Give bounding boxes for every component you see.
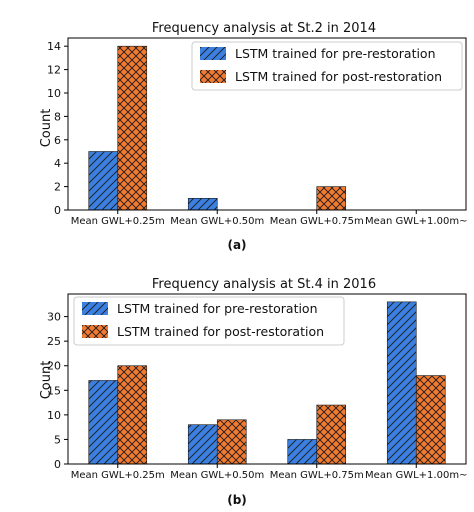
x-tick-label: Mean GWL+0.25m bbox=[71, 470, 165, 481]
legend-label-pre: LSTM trained for pre-restoration bbox=[117, 301, 318, 316]
plot-frame bbox=[67, 37, 467, 211]
bar-pre bbox=[88, 151, 119, 211]
x-tick-label: Mean GWL+1.00m~ bbox=[365, 470, 467, 481]
bar-post bbox=[316, 404, 347, 465]
chart-title: Frequency analysis at St.2 in 2014 bbox=[152, 21, 376, 36]
y-tick-label: 0 bbox=[54, 204, 61, 217]
y-tick-label: 2 bbox=[54, 181, 61, 194]
chart-st4-2016: Frequency analysis at St.4 in 2016 Count… bbox=[39, 277, 467, 481]
bar-group bbox=[88, 301, 446, 465]
y-ticks: 0 2 4 6 8 10 12 14 bbox=[47, 40, 68, 217]
x-tick-label: Mean GWL+0.25m bbox=[71, 216, 165, 227]
bar-post bbox=[415, 375, 446, 465]
bar-post bbox=[216, 419, 247, 465]
caption-b: (b) bbox=[227, 493, 247, 507]
x-tick-label: Mean GWL+0.75m bbox=[270, 216, 364, 227]
legend-swatch-pre bbox=[82, 302, 108, 315]
bar-pre bbox=[187, 424, 218, 465]
y-tick-label: 0 bbox=[54, 458, 61, 471]
bar-post bbox=[117, 45, 148, 211]
y-tick-label: 12 bbox=[47, 64, 61, 77]
y-tick-label: 14 bbox=[47, 40, 61, 53]
legend-swatch-pre bbox=[200, 47, 226, 60]
y-axis-label: Count bbox=[39, 361, 54, 400]
y-tick-label: 10 bbox=[47, 87, 61, 100]
y-tick-label: 6 bbox=[54, 134, 61, 147]
x-tick-label: Mean GWL+0.50m bbox=[170, 216, 264, 227]
y-ticks: 0 5 10 15 20 25 30 bbox=[47, 311, 68, 471]
legend-box bbox=[191, 41, 463, 91]
bar-pre bbox=[88, 380, 119, 465]
bar-pre bbox=[287, 439, 318, 465]
chart-title: Frequency analysis at St.4 in 2016 bbox=[152, 277, 376, 292]
y-tick-label: 15 bbox=[47, 384, 61, 397]
bar-group bbox=[88, 45, 347, 211]
y-tick-label: 25 bbox=[47, 335, 61, 348]
y-axis-label: Count bbox=[39, 109, 54, 148]
x-tick-label: Mean GWL+1.00m~ bbox=[365, 216, 467, 227]
bar-post bbox=[316, 186, 347, 211]
y-tick-label: 8 bbox=[54, 110, 61, 123]
caption-a: (a) bbox=[227, 238, 246, 252]
legend-box bbox=[73, 296, 345, 346]
x-tick-label: Mean GWL+0.75m bbox=[270, 470, 364, 481]
bar-post bbox=[117, 365, 148, 465]
y-tick-label: 20 bbox=[47, 360, 61, 373]
legend: LSTM trained for pre-restoration LSTM tr… bbox=[73, 296, 345, 346]
legend-label-pre: LSTM trained for pre-restoration bbox=[235, 46, 436, 61]
legend: LSTM trained for pre-restoration LSTM tr… bbox=[191, 41, 463, 91]
y-tick-label: 10 bbox=[47, 409, 61, 422]
chart-st2-2014: Frequency analysis at St.2 in 2014 Count… bbox=[39, 21, 467, 227]
legend-label-post: LSTM trained for post-restoration bbox=[235, 69, 442, 84]
plot-frame bbox=[67, 293, 467, 465]
y-tick-label: 4 bbox=[54, 157, 61, 170]
bar-pre bbox=[187, 197, 218, 211]
y-tick-label: 30 bbox=[47, 311, 61, 324]
y-tick-label: 5 bbox=[54, 433, 61, 446]
legend-label-post: LSTM trained for post-restoration bbox=[117, 324, 324, 339]
x-tick-label: Mean GWL+0.50m bbox=[170, 470, 264, 481]
legend-swatch-post bbox=[82, 325, 108, 338]
bar-pre bbox=[386, 301, 417, 465]
x-ticks: Mean GWL+0.25m Mean GWL+0.50m Mean GWL+0.7… bbox=[71, 464, 467, 481]
legend-swatch-post bbox=[200, 70, 226, 83]
x-ticks: Mean GWL+0.25m Mean GWL+0.50m Mean GWL+0.7… bbox=[71, 210, 467, 227]
